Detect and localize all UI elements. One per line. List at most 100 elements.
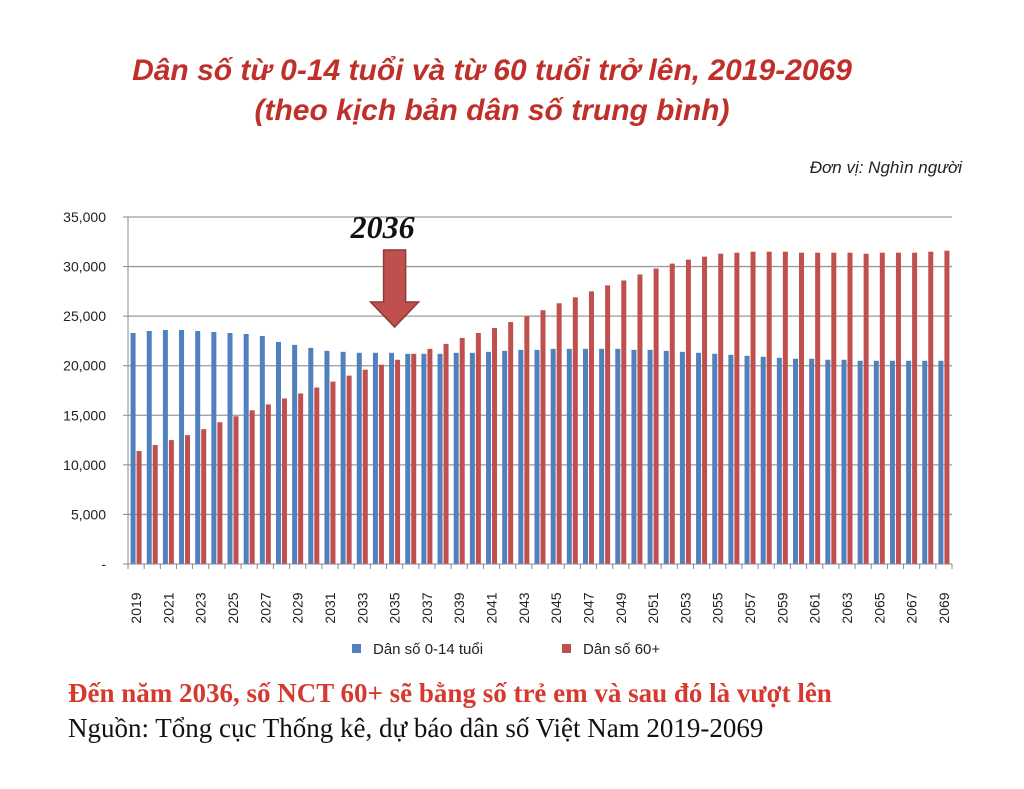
x-tick-label: 2069: [936, 592, 952, 623]
bar-age-60-plus: [815, 252, 821, 565]
x-tick-label: 2057: [742, 592, 758, 623]
bar-age-0-14: [453, 352, 459, 564]
chart-note: Đến năm 2036, số NCT 60+ sẽ bằng số trẻ …: [68, 678, 832, 708]
x-tick-label: 2049: [613, 592, 629, 623]
bar-age-60-plus: [346, 375, 352, 564]
x-tick-label: 2047: [580, 592, 596, 623]
bar-age-60-plus: [621, 280, 627, 564]
bar-age-60-plus: [459, 337, 465, 564]
x-tick-label: 2025: [225, 592, 241, 623]
bar-age-0-14: [405, 353, 411, 564]
x-tick-label: 2063: [839, 592, 855, 623]
bar-age-0-14: [647, 349, 653, 564]
x-tick-label: 2045: [548, 592, 564, 623]
bar-age-0-14: [631, 349, 637, 564]
y-tick-label: -: [101, 556, 106, 572]
bar-age-60-plus: [588, 291, 594, 564]
bar-age-60-plus: [136, 450, 142, 564]
bar-age-0-14: [615, 348, 621, 564]
x-tick-label: 2019: [128, 592, 144, 623]
bar-age-60-plus: [492, 328, 498, 564]
bar-age-0-14: [566, 348, 572, 564]
bar-age-0-14: [308, 347, 314, 564]
bar-age-0-14: [679, 351, 685, 564]
bar-age-0-14: [389, 352, 395, 564]
bar-age-60-plus: [314, 387, 320, 564]
bar-age-0-14: [599, 348, 605, 564]
bar-age-0-14: [663, 350, 669, 564]
bar-age-0-14: [372, 352, 378, 564]
bar-age-0-14: [809, 358, 815, 564]
x-tick-label: 2035: [387, 592, 403, 623]
bar-age-0-14: [227, 332, 233, 564]
bar-age-60-plus: [637, 274, 643, 564]
x-tick-label: 2055: [710, 592, 726, 623]
bar-age-0-14: [340, 351, 346, 564]
bar-age-0-14: [582, 348, 588, 564]
bar-age-60-plus: [928, 251, 934, 564]
legend-label: Dân số 60+: [583, 641, 660, 658]
bar-age-0-14: [906, 360, 912, 564]
bar-age-60-plus: [427, 348, 433, 564]
bar-age-0-14: [162, 330, 168, 564]
bar-age-0-14: [469, 352, 475, 564]
y-tick-label: 15,000: [63, 407, 106, 423]
bar-age-60-plus: [572, 297, 578, 564]
bar-age-60-plus: [766, 251, 772, 564]
bar-age-60-plus: [831, 252, 837, 565]
legend-swatch: [562, 644, 571, 653]
bar-age-60-plus: [782, 251, 788, 564]
y-tick-label: 10,000: [63, 457, 106, 473]
bar-age-0-14: [437, 353, 443, 564]
unit-label: Đơn vị: Nghìn người: [809, 158, 962, 177]
bar-age-0-14: [146, 331, 152, 564]
legend-label: Dân số 0-14 tuổi: [373, 641, 483, 658]
bar-age-60-plus: [217, 422, 223, 564]
bar-age-0-14: [922, 360, 928, 564]
bar-age-60-plus: [168, 440, 174, 564]
chart-subtitle: (theo kịch bản dân số trung bình): [254, 94, 730, 127]
bar-age-60-plus: [475, 332, 481, 564]
bar-age-0-14: [825, 359, 831, 564]
y-tick-label: 30,000: [63, 259, 106, 275]
bar-age-60-plus: [799, 252, 805, 565]
x-tick-label: 2059: [774, 592, 790, 623]
bar-age-60-plus: [750, 251, 756, 564]
bar-age-0-14: [324, 350, 330, 564]
x-tick-label: 2039: [451, 592, 467, 623]
bar-age-0-14: [486, 351, 492, 564]
bar-age-60-plus: [233, 416, 239, 564]
bar-age-0-14: [421, 353, 427, 564]
bar-age-0-14: [211, 332, 217, 564]
bar-age-0-14: [243, 333, 249, 564]
x-tick-label: 2033: [354, 592, 370, 623]
x-tick-label: 2041: [484, 592, 500, 623]
annotation-arrow-icon: [368, 249, 421, 329]
bar-age-0-14: [841, 359, 847, 564]
x-tick-label: 2067: [904, 592, 920, 623]
bar-age-0-14: [776, 357, 782, 564]
bar-age-60-plus: [330, 381, 336, 564]
bar-age-60-plus: [912, 252, 918, 565]
x-tick-label: 2021: [160, 592, 176, 623]
bar-age-60-plus: [378, 364, 384, 564]
bar-age-0-14: [712, 353, 718, 564]
bar-age-0-14: [793, 358, 799, 564]
bar-age-60-plus: [556, 303, 562, 564]
x-tick-label: 2043: [516, 592, 532, 623]
bar-age-0-14: [760, 356, 766, 564]
bar-age-60-plus: [847, 252, 853, 565]
bar-age-0-14: [696, 352, 702, 564]
bar-age-60-plus: [185, 435, 191, 564]
bar-age-60-plus: [201, 429, 207, 564]
bar-age-0-14: [857, 360, 863, 564]
bar-age-60-plus: [524, 316, 530, 564]
bar-age-0-14: [275, 341, 281, 564]
bar-age-0-14: [502, 350, 508, 564]
bar-age-0-14: [130, 332, 136, 564]
bar-age-0-14: [179, 330, 185, 564]
bar-age-0-14: [728, 354, 734, 564]
chart-title: Dân số từ 0-14 tuổi và từ 60 tuổi trở lê…: [132, 54, 852, 87]
bar-age-60-plus: [362, 369, 368, 564]
